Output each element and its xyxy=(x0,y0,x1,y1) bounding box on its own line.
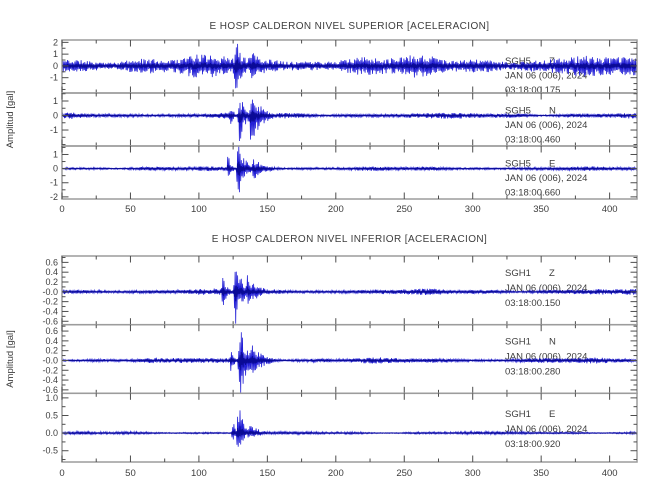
y-tick-label: -0.5 xyxy=(42,446,58,456)
x-tick-label: 150 xyxy=(259,468,275,479)
y-tick-label: 0.6 xyxy=(45,326,58,336)
panel-title-inferior: E HOSP CALDERON NIVEL INFERIOR [ACELERAC… xyxy=(212,234,487,245)
component-label: E xyxy=(549,409,555,420)
trace-waveform-core xyxy=(62,110,637,124)
y-tick-label: 0.2 xyxy=(45,346,58,356)
y-tick-label: 1 xyxy=(53,96,58,106)
y-tick-label: 0 xyxy=(53,164,58,174)
trace-waveform-core xyxy=(62,351,637,371)
station-label: SGH1 xyxy=(505,409,531,420)
y-tick-label: -0.2 xyxy=(42,365,58,375)
x-tick-label: 300 xyxy=(465,204,481,215)
time-label: 03:18:00.175 xyxy=(505,85,560,96)
trace-group-E: SGH1 E JAN 06 (006), 2024 03:18:00.920 1.0 0.… xyxy=(42,392,638,463)
date-label: JAN 06 (006), 2024 xyxy=(505,120,587,131)
trace-group-Z: SGH5 Z JAN 06 (006), 2024 03:18:00.175 2 1 0 -1 xyxy=(50,37,638,96)
station-label: SGH1 xyxy=(505,268,531,279)
y-tick-label: -0.6 xyxy=(42,316,58,326)
x-tick-label: 400 xyxy=(602,204,618,215)
y-tick-label: 1 xyxy=(53,149,58,159)
y-tick-label: 0.2 xyxy=(45,277,58,287)
y-tick-label: 0.6 xyxy=(45,257,58,267)
trace-waveform-core xyxy=(62,285,637,302)
y-tick-label: -1 xyxy=(50,125,58,135)
x-tick-label: 250 xyxy=(396,204,412,215)
station-label: SGH5 xyxy=(505,106,531,117)
y-tick-label: -1 xyxy=(50,73,58,83)
y-axis-label-inferior: Amplitud [gal] xyxy=(5,330,16,388)
x-tick-label: 200 xyxy=(328,204,344,215)
y-tick-label: -0.4 xyxy=(42,306,58,316)
tick-marks xyxy=(61,146,637,199)
trace-frame xyxy=(61,145,638,200)
y-tick-label: 1 xyxy=(53,49,58,59)
y-tick-label: 2 xyxy=(53,37,58,47)
date-label: JAN 06 (006), 2024 xyxy=(505,173,587,184)
x-tick-label: 150 xyxy=(259,204,275,215)
time-label: 03:18:00.660 xyxy=(505,188,560,199)
x-tick-label: 250 xyxy=(396,468,412,479)
time-label: 03:18:00.150 xyxy=(505,298,560,309)
component-label: N xyxy=(549,106,556,117)
date-label: JAN 06 (006), 2024 xyxy=(505,424,587,435)
tick-marks xyxy=(61,93,637,146)
date-label: JAN 06 (006), 2024 xyxy=(505,70,587,81)
date-label: JAN 06 (006), 2024 xyxy=(505,283,587,294)
y-tick-label: 0.4 xyxy=(45,336,58,346)
time-label: 03:18:00.280 xyxy=(505,366,560,377)
component-label: N xyxy=(549,336,556,347)
x-tick-label: 350 xyxy=(533,468,549,479)
trace-group-N: SGH5 N JAN 06 (006), 2024 03:18:00.460 1 0 -1 xyxy=(50,92,638,147)
y-tick-label: 0.0 xyxy=(45,428,58,438)
x-tick-label: 50 xyxy=(125,468,136,479)
y-tick-label: -0.0 xyxy=(42,287,58,297)
station-label: SGH1 xyxy=(505,336,531,347)
x-tick-label: 400 xyxy=(602,468,618,479)
y-tick-label: -0.0 xyxy=(42,355,58,365)
tick-marks xyxy=(61,256,637,325)
station-label: SGH5 xyxy=(505,159,531,170)
y-tick-label: -2 xyxy=(50,192,58,202)
tick-marks xyxy=(61,393,637,462)
y-tick-label: -0.6 xyxy=(42,385,58,395)
component-label: Z xyxy=(549,56,555,67)
x-tick-label: 350 xyxy=(533,204,549,215)
component-label: Z xyxy=(549,268,555,279)
time-label: 03:18:00.920 xyxy=(505,439,560,450)
x-tick-label: 200 xyxy=(328,468,344,479)
y-tick-label: 0 xyxy=(53,61,58,71)
x-tick-label: 300 xyxy=(465,468,481,479)
y-tick-label: 0.4 xyxy=(45,267,58,277)
panel-nivel-inferior: E HOSP CALDERON NIVEL INFERIOR [ACELERAC… xyxy=(5,234,638,479)
x-tick-label: 100 xyxy=(191,468,207,479)
panel-title-superior: E HOSP CALDERON NIVEL SUPERIOR [ACELERAC… xyxy=(210,21,490,32)
x-tick-label: 0 xyxy=(59,468,64,479)
component-label: E xyxy=(549,159,555,170)
x-tick-label: 0 xyxy=(59,204,64,215)
date-label: JAN 06 (006), 2024 xyxy=(505,351,587,362)
time-label: 03:18:00.460 xyxy=(505,135,560,146)
station-label: SGH5 xyxy=(505,56,531,67)
trace-waveform-core xyxy=(62,426,637,438)
trace-frame xyxy=(61,392,638,463)
y-tick-label: -0.2 xyxy=(42,297,58,307)
trace-waveform-core xyxy=(62,59,637,73)
trace-waveform-core xyxy=(62,161,637,176)
y-axis-label-superior: Amplitud [gal] xyxy=(5,91,16,149)
x-tick-label: 100 xyxy=(191,204,207,215)
y-tick-label: 1.0 xyxy=(45,393,58,403)
trace-group-E: SGH5 E JAN 06 (006), 2024 03:18:00.660 1 0 -1 -… xyxy=(50,145,638,202)
plot-area: SGH5 Z JAN 06 (006), 2024 03:18:00.175 2 1 0 -1… xyxy=(50,37,638,215)
x-tick-label: 50 xyxy=(125,204,136,215)
y-tick-label: -1 xyxy=(50,178,58,188)
y-tick-label: 0 xyxy=(53,111,58,121)
y-tick-label: 0.5 xyxy=(45,410,58,420)
panel-nivel-superior: E HOSP CALDERON NIVEL SUPERIOR [ACELERAC… xyxy=(5,21,638,215)
y-tick-label: -0.4 xyxy=(42,375,58,385)
